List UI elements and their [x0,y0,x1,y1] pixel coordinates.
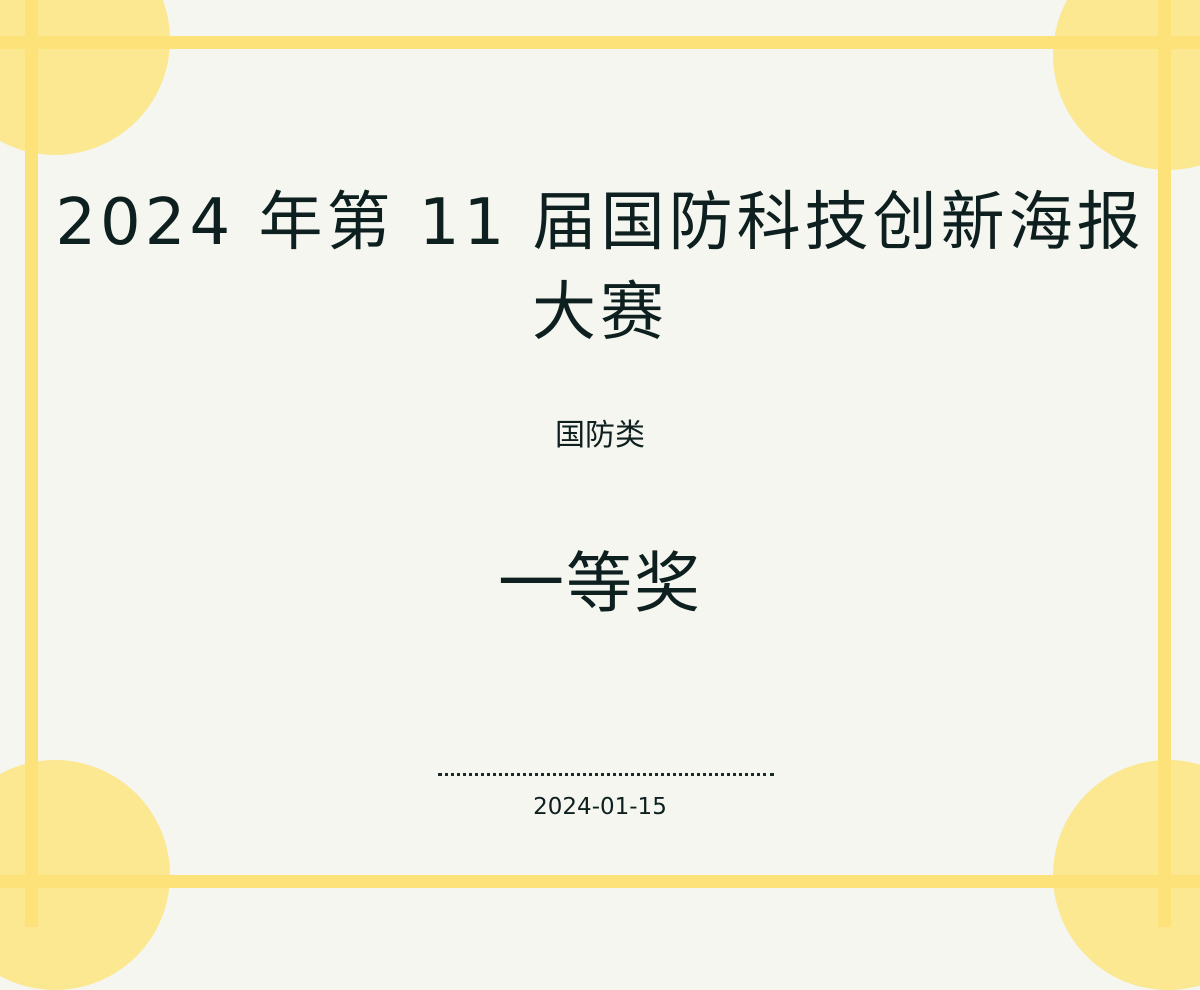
award-level: 一等奖 [498,545,702,622]
award-date: 2024-01-15 [533,794,667,820]
signature-line [438,773,774,776]
certificate-content: 2024 年第 11 届国防科技创新海报大赛 国防类 一等奖 2024-01-1… [55,186,1145,820]
border-right [1158,0,1171,927]
border-bottom [0,875,1200,888]
border-left [25,0,38,927]
certificate-title: 2024 年第 11 届国防科技创新海报大赛 [55,186,1145,350]
award-category: 国防类 [555,418,645,453]
border-top [0,36,1200,49]
